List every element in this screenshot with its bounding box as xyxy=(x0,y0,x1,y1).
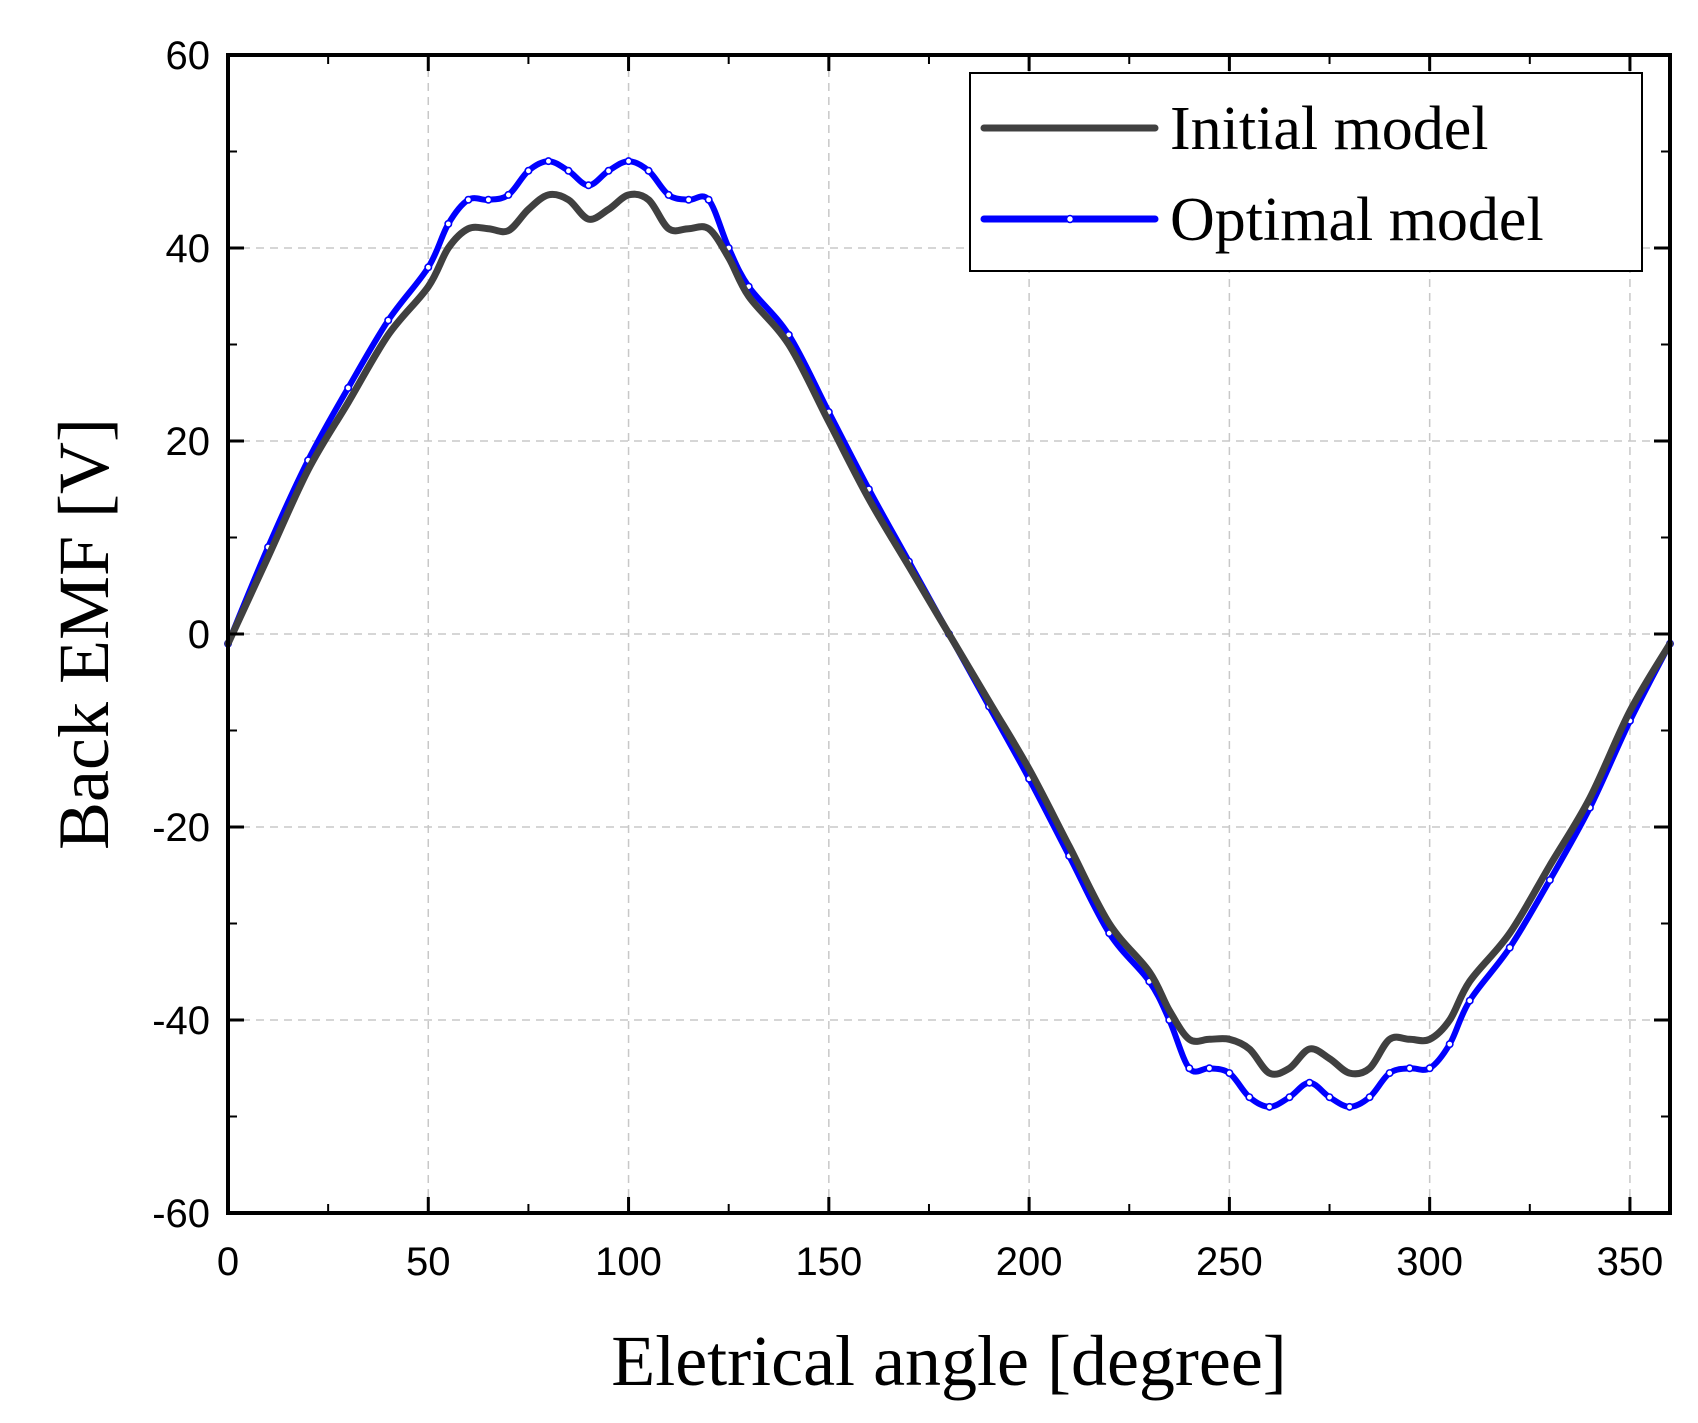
data-point-optimal-model xyxy=(644,166,653,175)
data-point-optimal-model xyxy=(1285,1093,1294,1102)
legend-label-optimal-model: Optimal model xyxy=(1170,186,1544,254)
data-point-optimal-model xyxy=(1505,943,1514,952)
x-tick-label: 350 xyxy=(1597,1240,1664,1284)
x-tick-label: 50 xyxy=(406,1240,451,1284)
data-point-optimal-model xyxy=(1385,1069,1394,1078)
data-point-optimal-model xyxy=(704,195,713,204)
data-point-optimal-model xyxy=(484,195,493,204)
data-point-optimal-model xyxy=(1545,876,1554,885)
data-point-optimal-model xyxy=(1445,1040,1454,1049)
data-point-optimal-model xyxy=(1265,1102,1274,1111)
data-point-optimal-model xyxy=(1465,996,1474,1005)
data-point-optimal-model xyxy=(1225,1069,1234,1078)
x-axis-title: Eletrical angle [degree] xyxy=(611,1321,1287,1401)
x-tick-label: 200 xyxy=(996,1240,1063,1284)
series-line-initial-model xyxy=(224,190,1674,1078)
y-tick-label: -20 xyxy=(152,806,210,850)
y-tick-label: 20 xyxy=(166,420,211,464)
x-tick-label: 150 xyxy=(795,1240,862,1284)
data-point-optimal-model xyxy=(1185,1064,1194,1073)
data-point-optimal-model xyxy=(1345,1102,1354,1111)
data-point-optimal-model xyxy=(424,263,433,272)
data-point-optimal-model xyxy=(624,157,633,166)
data-point-optimal-model xyxy=(1245,1093,1254,1102)
data-point-optimal-model xyxy=(1365,1093,1374,1102)
series-layer xyxy=(224,157,1675,1111)
y-tick-label: 60 xyxy=(166,34,211,78)
data-point-optimal-model xyxy=(1425,1064,1434,1073)
ticks: 0 50 100 150 200 250 300 350 -60 -40 -20 0 20 40 60 xyxy=(152,34,1670,1284)
legend-label-initial-model: Initial model xyxy=(1170,95,1489,163)
y-tick-label: -40 xyxy=(152,999,210,1043)
data-point-optimal-model xyxy=(504,190,513,199)
data-point-optimal-model xyxy=(1405,1064,1414,1073)
series-initial-model xyxy=(224,190,1674,1078)
x-tick-label: 100 xyxy=(595,1240,662,1284)
data-point-optimal-model xyxy=(564,166,573,175)
data-point-optimal-model xyxy=(604,166,613,175)
legend-marker-optimal-model xyxy=(1065,214,1075,224)
legend-box xyxy=(969,72,1643,272)
legend: Initial model Optimal model xyxy=(969,72,1643,272)
x-tick-label: 250 xyxy=(1196,1240,1263,1284)
x-tick-label: 0 xyxy=(217,1240,239,1284)
x-tick-label: 300 xyxy=(1396,1240,1463,1284)
y-tick-label: 0 xyxy=(188,613,210,657)
data-point-optimal-model xyxy=(1205,1064,1214,1073)
data-point-optimal-model xyxy=(384,316,393,325)
data-point-optimal-model xyxy=(344,383,353,392)
data-point-optimal-model xyxy=(544,157,553,166)
data-point-optimal-model xyxy=(464,195,473,204)
y-axis-title: Back EMF [V] xyxy=(44,418,124,850)
data-point-optimal-model xyxy=(664,190,673,199)
data-point-optimal-model xyxy=(584,181,593,190)
data-point-optimal-model xyxy=(1305,1078,1314,1087)
data-point-optimal-model xyxy=(444,219,453,228)
data-point-optimal-model xyxy=(1325,1093,1334,1102)
data-point-optimal-model xyxy=(684,195,693,204)
data-point-optimal-model xyxy=(524,166,533,175)
y-tick-label: -60 xyxy=(152,1192,210,1236)
y-tick-label: 40 xyxy=(166,227,211,271)
